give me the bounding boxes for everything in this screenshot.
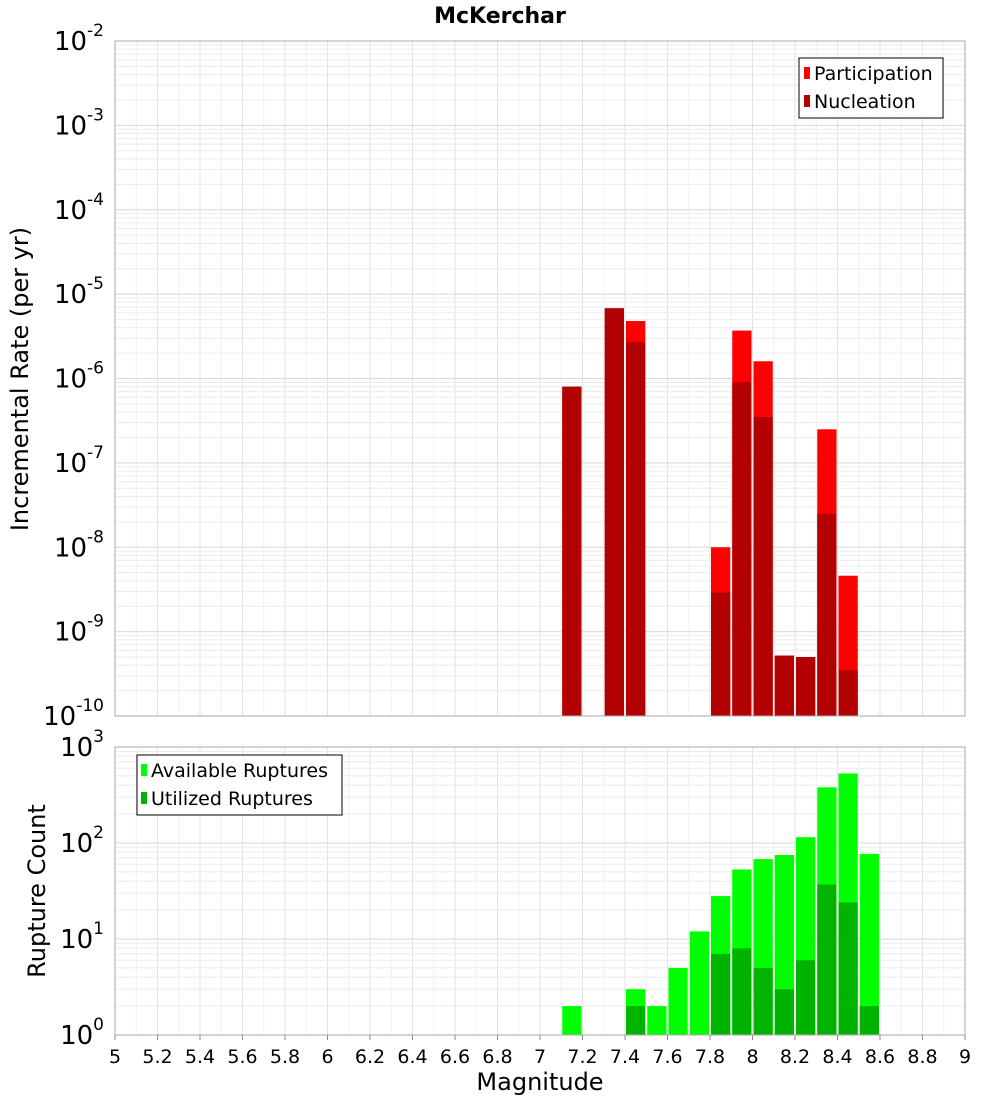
top-bar-nucleation — [626, 342, 646, 716]
legend-label-participation: Participation — [814, 63, 933, 85]
top-y-axis-label: Incremental Rate (per yr) — [6, 227, 34, 531]
bottom-y-ticks: 100 101 102 103 — [60, 727, 104, 1051]
top-legend: Participation Nucleation — [798, 57, 944, 119]
x-tick-label: 5.6 — [227, 1046, 257, 1068]
bottom-bar-utilized-ruptures — [732, 948, 752, 1035]
bottom-bar-utilized-ruptures — [817, 884, 837, 1035]
top-legend-box — [798, 57, 944, 119]
legend-label-utilized: Utilized Ruptures — [151, 788, 313, 810]
bottom-bar-utilized-ruptures — [753, 967, 773, 1035]
top-bar-nucleation — [774, 655, 794, 716]
x-tick-label: 6.4 — [397, 1046, 427, 1068]
top-bar-nucleation — [732, 382, 752, 716]
bottom-bar-utilized-ruptures — [859, 1006, 879, 1035]
top-y-tick-label: 10-2 — [54, 21, 104, 57]
legend-label-available: Available Ruptures — [151, 760, 328, 782]
bottom-y-tick-label: 103 — [60, 727, 104, 763]
bottom-bar-utilized-ruptures — [796, 960, 816, 1035]
bottom-legend-box — [136, 754, 343, 816]
x-tick-label: 8.6 — [865, 1046, 895, 1068]
x-tick-label: 5.2 — [142, 1046, 172, 1068]
chart-title: McKerchar — [434, 4, 566, 29]
bottom-bar-utilized-ruptures — [774, 989, 794, 1035]
bottom-y-tick-label: 102 — [60, 823, 104, 859]
x-tick-label: 7.2 — [567, 1046, 597, 1068]
x-axis-label: Magnitude — [476, 1068, 603, 1096]
bottom-bars — [562, 773, 879, 1035]
top-bar-nucleation — [562, 386, 582, 716]
x-tick-label: 7 — [534, 1046, 546, 1068]
x-ticks: 5 5.2 5.4 5.6 5.8 6 6.2 6.4 6.6 6.8 7 7.2 7.4 7.6 7.8 8… — [109, 1035, 971, 1068]
bottom-bar-available-ruptures — [562, 1006, 582, 1035]
x-tick-label: 6.6 — [440, 1046, 470, 1068]
bottom-y-tick-label: 101 — [60, 919, 104, 955]
bottom-bar-utilized-ruptures — [838, 902, 858, 1035]
x-tick-label: 8.4 — [822, 1046, 852, 1068]
x-tick-label: 6 — [321, 1046, 333, 1068]
top-bar-nucleation — [753, 416, 773, 716]
bottom-bar-utilized-ruptures — [711, 953, 731, 1035]
top-bar-nucleation — [796, 657, 816, 716]
x-tick-label: 7.6 — [652, 1046, 682, 1068]
bottom-y-axis-label: Rupture Count — [23, 804, 51, 978]
legend-swatch-available — [141, 764, 147, 776]
bottom-y-tick-label: 100 — [60, 1015, 104, 1051]
x-tick-label: 8 — [746, 1046, 758, 1068]
x-tick-label: 6.8 — [482, 1046, 512, 1068]
top-y-tick-label: 10-8 — [54, 527, 104, 563]
x-tick-label: 5.8 — [270, 1046, 300, 1068]
top-y-tick-label: 10-9 — [54, 612, 104, 648]
legend-swatch-nucleation — [804, 95, 810, 107]
bottom-bar-available-ruptures — [647, 1006, 667, 1035]
top-y-tick-label: 10-5 — [54, 274, 104, 310]
bottom-bar-available-ruptures — [859, 853, 879, 1035]
top-bar-nucleation — [838, 670, 858, 716]
x-tick-label: 9 — [959, 1046, 971, 1068]
bottom-bar-available-ruptures — [689, 931, 709, 1035]
legend-swatch-participation — [804, 67, 810, 79]
x-tick-label: 8.8 — [907, 1046, 937, 1068]
bottom-bar-utilized-ruptures — [626, 1006, 646, 1035]
top-bar-nucleation — [817, 513, 837, 716]
x-tick-label: 6.2 — [355, 1046, 385, 1068]
top-y-tick-label: 10-6 — [54, 359, 104, 395]
x-tick-label: 5 — [109, 1046, 121, 1068]
legend-swatch-utilized — [141, 792, 147, 804]
x-tick-label: 7.8 — [695, 1046, 725, 1068]
top-y-tick-label: 10-7 — [54, 443, 104, 479]
bottom-bar-available-ruptures — [668, 967, 688, 1035]
top-plot-frame — [114, 40, 966, 717]
x-tick-label: 5.4 — [185, 1046, 215, 1068]
top-bar-nucleation — [711, 592, 731, 716]
top-y-tick-label: 10-3 — [54, 105, 104, 141]
legend-label-nucleation: Nucleation — [814, 91, 916, 113]
x-tick-label: 7.4 — [610, 1046, 640, 1068]
top-bars — [562, 308, 858, 716]
top-bar-nucleation — [604, 308, 624, 716]
x-tick-label: 8.2 — [780, 1046, 810, 1068]
top-grid — [114, 41, 966, 717]
top-y-tick-label: 10-4 — [54, 190, 104, 226]
bottom-legend: Available Ruptures Utilized Ruptures — [136, 754, 343, 816]
